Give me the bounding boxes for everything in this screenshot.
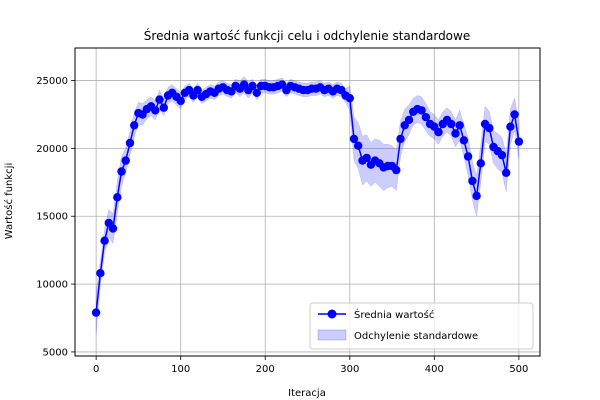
data-point bbox=[392, 165, 401, 175]
data-point bbox=[113, 193, 122, 202]
x-tick-label: 500 bbox=[509, 364, 528, 375]
data-point bbox=[345, 94, 354, 103]
x-tick-label: 0 bbox=[93, 364, 99, 375]
data-point bbox=[497, 151, 507, 160]
legend-marker-swatch bbox=[327, 309, 337, 319]
mean-line-layer bbox=[95, 83, 520, 313]
data-point bbox=[434, 127, 443, 137]
legend-box bbox=[309, 302, 534, 350]
data-point bbox=[502, 168, 511, 177]
data-point bbox=[396, 134, 405, 144]
y-tick-label: 10000 bbox=[36, 280, 68, 291]
y-axis-label: Wartość funkcji bbox=[3, 163, 15, 239]
legend-label-std: Odchylenie standardowe bbox=[354, 331, 478, 342]
data-point bbox=[451, 129, 460, 138]
x-axis-label: Iteracja bbox=[288, 388, 326, 399]
axes-frame bbox=[74, 47, 541, 357]
x-tick-label: 100 bbox=[171, 364, 190, 375]
legend-band-swatch bbox=[317, 329, 347, 341]
data-point bbox=[252, 88, 261, 98]
data-point bbox=[248, 81, 257, 91]
data-point bbox=[472, 191, 481, 201]
data-point bbox=[151, 106, 160, 115]
data-point bbox=[404, 115, 414, 125]
y-tick-label: 5000 bbox=[43, 347, 68, 358]
std-band-layer bbox=[95, 76, 520, 333]
std-band bbox=[95, 76, 520, 333]
data-point bbox=[108, 224, 118, 233]
legend-label-mean: Średnia wartość bbox=[354, 308, 434, 321]
y-tick-label: 25000 bbox=[36, 76, 68, 87]
data-point bbox=[155, 95, 164, 104]
mean-marker-layer bbox=[91, 80, 524, 317]
data-point bbox=[130, 121, 139, 130]
data-point bbox=[354, 141, 363, 150]
data-point bbox=[125, 138, 135, 148]
data-point bbox=[96, 269, 105, 278]
data-point bbox=[176, 96, 185, 106]
data-point bbox=[421, 113, 431, 122]
legend: Średnia wartość Odchylenie standardowe bbox=[309, 302, 534, 350]
data-point bbox=[362, 153, 371, 163]
data-point bbox=[459, 136, 469, 145]
x-tick-label: 400 bbox=[425, 364, 444, 375]
y-tick-label: 15000 bbox=[36, 212, 68, 223]
x-tick-label: 200 bbox=[256, 364, 275, 375]
data-point bbox=[510, 110, 519, 119]
data-point bbox=[159, 103, 168, 112]
data-point bbox=[91, 308, 101, 317]
data-point bbox=[468, 176, 477, 186]
data-point bbox=[349, 134, 359, 144]
data-point bbox=[193, 85, 202, 95]
y-tick-label: 20000 bbox=[36, 144, 68, 155]
data-point bbox=[455, 121, 464, 130]
tick-layer: 0 100 200 300 400 500 5000 10000 15000 20000 25000 bbox=[36, 76, 528, 375]
data-point bbox=[121, 156, 130, 165]
x-tick-label: 300 bbox=[340, 364, 359, 375]
data-point bbox=[100, 236, 109, 245]
data-point bbox=[485, 123, 494, 133]
data-point bbox=[514, 137, 524, 146]
data-point bbox=[506, 122, 515, 131]
chart-title: Średnia wartość funkcji celu i odchyleni… bbox=[144, 28, 470, 43]
data-point bbox=[417, 106, 426, 115]
data-point bbox=[447, 119, 456, 129]
data-point bbox=[117, 167, 126, 176]
data-point bbox=[463, 152, 473, 161]
data-point bbox=[476, 159, 485, 168]
mean-line bbox=[95, 83, 520, 313]
